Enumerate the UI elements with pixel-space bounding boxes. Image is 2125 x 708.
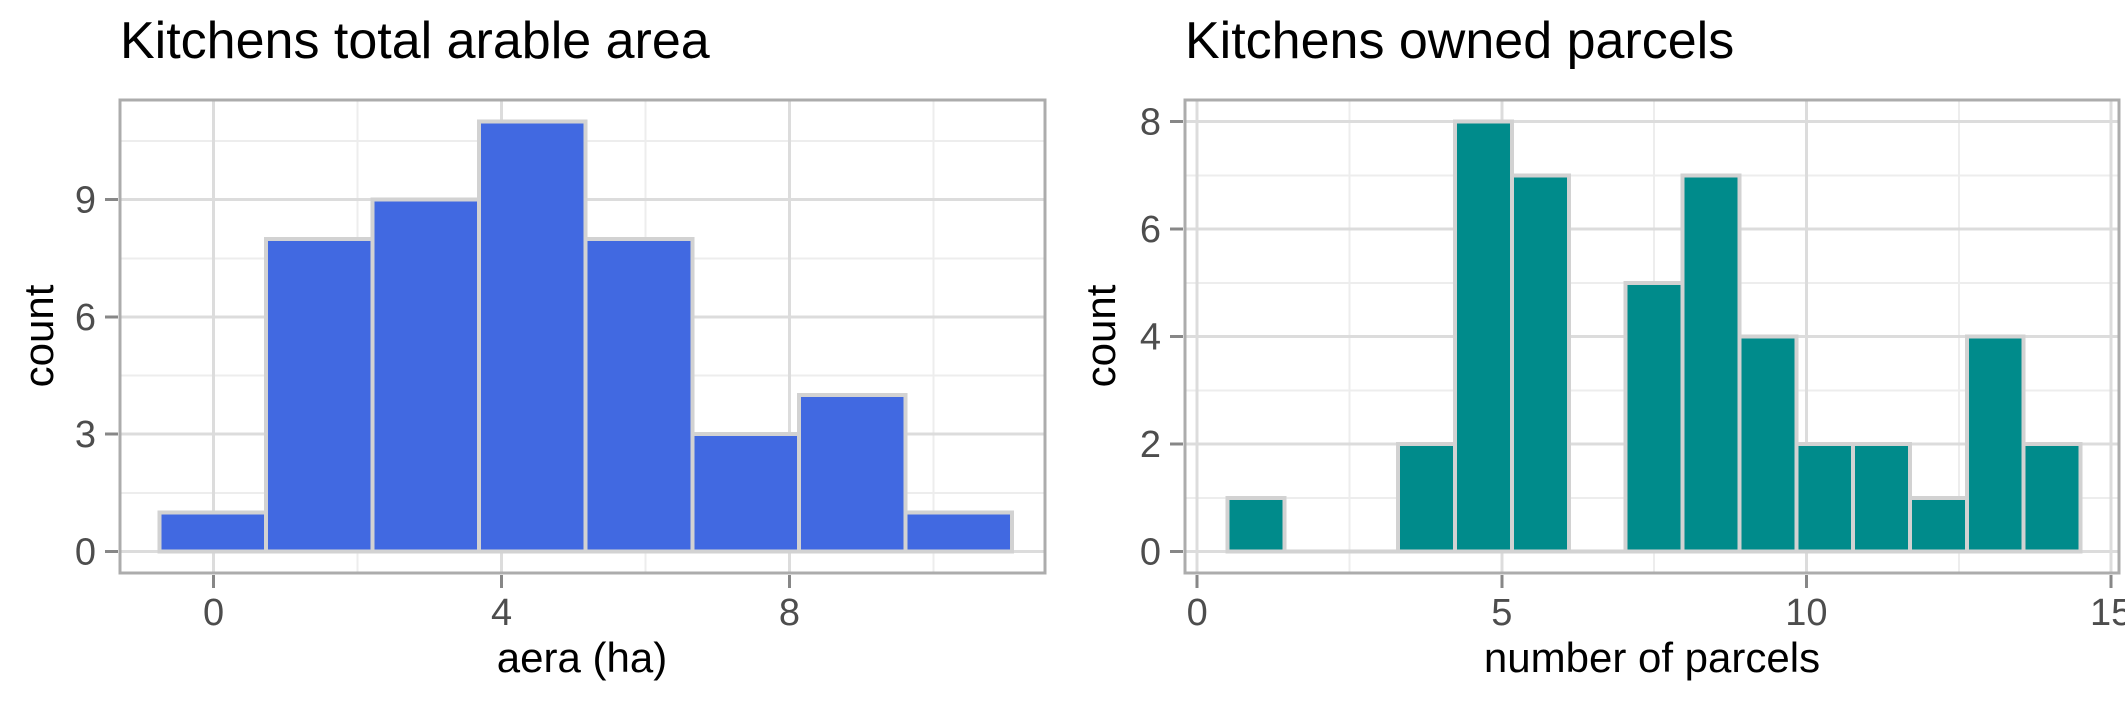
histogram-bar [1964,334,2026,554]
y-tick-label: 0 [75,532,96,574]
x-tick-label: 4 [491,592,512,634]
histogram-bar [903,510,1014,554]
histogram-bar [1225,495,1287,554]
histogram-bar [1907,495,1969,554]
histogram-bar [370,197,482,554]
histogram-bar [1509,173,1571,554]
chart-title: Kitchens owned parcels [1185,12,1734,70]
y-tick-label: 3 [75,414,96,456]
histogram-bar [796,393,908,554]
plot-area: 0 4 8 0 3 6 9 [75,98,1047,634]
histogram-owned-parcels: 0 5 10 15 0 2 4 6 8 Kitchens owned parcels numbe… [1062,0,2125,708]
histogram-bar [1794,442,1856,554]
x-tick-label: 5 [1491,592,1512,634]
x-axis-label: number of parcels [1484,634,1820,681]
panel-border [1183,98,2121,575]
x-tick-label: 10 [1785,592,1827,634]
histogram-bar [477,119,588,554]
histogram-bar [264,236,375,554]
histogram-bar [1396,442,1458,554]
histogram-bar [1737,334,1799,554]
y-tick-label: 8 [1140,102,1161,144]
x-tick-label: 0 [203,592,224,634]
y-tick-label: 6 [75,297,96,339]
y-tick-label: 6 [1140,209,1161,251]
histogram-bar [2021,442,2083,554]
histogram-arable-area: 0 4 8 0 3 6 9 Kitchens total arable area aera … [0,0,1062,708]
x-tick-label: 8 [779,592,800,634]
histogram-bar [157,510,269,554]
y-axis-label: count [15,284,62,387]
x-tick-label: 0 [1187,592,1208,634]
histogram-owned-parcels-svg: 0 5 10 15 0 2 4 6 8 Kitchens owned parcels numbe… [1077,12,2125,681]
chart-title: Kitchens total arable area [120,12,710,70]
plot-area: 0 5 10 15 0 2 4 6 8 [1140,98,2125,634]
histogram-bar [1453,119,1514,554]
y-axis-label: count [1077,284,1124,387]
y-tick-label: 4 [1140,317,1161,359]
y-tick-label: 0 [1140,532,1161,574]
histogram-bar [690,432,801,554]
panel-border [118,98,1047,575]
y-tick-label: 9 [75,180,96,222]
histogram-arable-area-svg: 0 4 8 0 3 6 9 Kitchens total arable area aera … [15,12,1047,681]
histogram-bar [583,236,695,554]
y-tick-label: 2 [1140,424,1161,466]
x-tick-label: 15 [2090,592,2125,634]
histogram-bar [1851,442,1912,554]
histogram-bar [1623,280,1685,554]
histogram-bar [1680,173,1742,554]
x-axis-label: aera (ha) [497,634,667,681]
